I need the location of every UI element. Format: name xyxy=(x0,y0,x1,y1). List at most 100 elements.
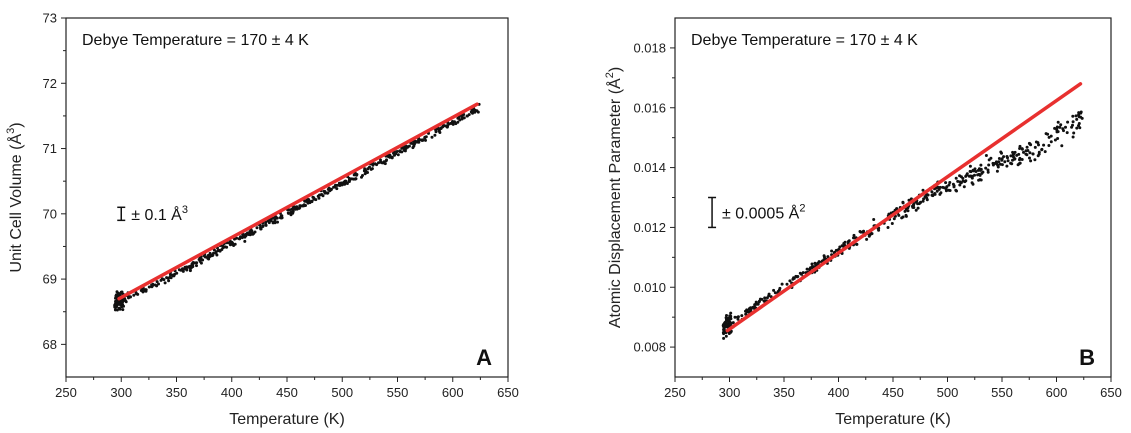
data-point xyxy=(264,223,268,227)
y-tick-label: 71 xyxy=(43,141,57,156)
data-point xyxy=(261,224,265,228)
data-point xyxy=(817,260,821,264)
y-axis-title: Unit Cell Volume (Å3) xyxy=(5,122,25,272)
y-tick-label: 70 xyxy=(43,206,57,221)
data-point xyxy=(1029,143,1033,147)
data-point xyxy=(1059,123,1063,127)
data-point xyxy=(326,191,330,195)
panel-letter: A xyxy=(476,345,492,370)
data-point xyxy=(954,176,958,180)
data-point xyxy=(944,181,948,185)
data-point xyxy=(1047,144,1051,147)
data-point xyxy=(754,302,758,306)
data-point xyxy=(912,206,916,209)
data-point xyxy=(984,154,988,157)
data-point xyxy=(922,197,926,201)
data-point xyxy=(958,183,962,187)
data-point xyxy=(1000,163,1004,167)
data-point xyxy=(1017,162,1021,166)
data-point xyxy=(901,200,905,204)
data-point xyxy=(964,174,968,178)
x-tick-label: 250 xyxy=(55,385,77,400)
data-point xyxy=(974,170,978,173)
data-point xyxy=(388,155,392,159)
data-point xyxy=(872,218,876,221)
data-point xyxy=(870,232,874,236)
error-bar-indicator xyxy=(708,196,717,229)
data-point xyxy=(1053,138,1057,142)
data-point xyxy=(398,149,402,153)
data-point xyxy=(1075,117,1079,121)
y-tick-label: 0.016 xyxy=(633,100,666,115)
data-point xyxy=(865,237,869,241)
data-point xyxy=(724,316,728,320)
data-point xyxy=(165,276,169,280)
data-point xyxy=(441,125,445,129)
x-tick-label: 400 xyxy=(828,385,850,400)
data-point xyxy=(1033,145,1037,149)
data-point xyxy=(810,266,814,270)
data-point xyxy=(393,153,396,157)
data-point xyxy=(968,164,972,168)
data-point xyxy=(235,236,239,240)
data-point xyxy=(317,193,321,197)
data-point xyxy=(276,220,279,224)
data-point xyxy=(956,179,960,183)
data-point xyxy=(772,288,776,292)
data-point xyxy=(415,140,419,144)
data-point xyxy=(986,170,990,174)
x-axis-title: Temperature (K) xyxy=(229,411,345,428)
data-point xyxy=(333,185,337,189)
data-point xyxy=(986,168,990,172)
data-point xyxy=(979,163,983,167)
data-point xyxy=(1018,158,1021,162)
y-axis-title: Atomic Displacement Parameter (Å2) xyxy=(604,67,624,328)
data-point xyxy=(1024,149,1028,153)
data-point xyxy=(395,150,399,153)
data-point xyxy=(1000,157,1004,161)
data-point xyxy=(995,169,999,173)
data-point xyxy=(996,163,1000,167)
data-point xyxy=(796,275,800,278)
data-point xyxy=(1056,120,1060,124)
data-point xyxy=(1037,143,1040,147)
data-point xyxy=(780,282,784,286)
data-point xyxy=(312,197,316,201)
data-point xyxy=(921,199,925,203)
data-point xyxy=(115,290,119,294)
data-point xyxy=(293,207,296,211)
data-point xyxy=(937,187,941,191)
data-point xyxy=(1028,151,1032,155)
data-point xyxy=(462,116,466,120)
data-point xyxy=(244,232,248,236)
x-tick-label: 300 xyxy=(719,385,741,400)
data-point xyxy=(931,194,935,198)
y-tick-label: 0.008 xyxy=(633,340,666,355)
data-point xyxy=(273,221,277,225)
data-point xyxy=(1071,135,1075,139)
y-tick-label: 0.014 xyxy=(633,160,666,175)
data-point xyxy=(124,300,128,304)
data-point xyxy=(830,249,834,253)
data-point xyxy=(745,310,749,313)
data-point xyxy=(404,147,408,150)
data-point xyxy=(785,282,789,286)
data-point xyxy=(918,201,922,205)
debye-annotation: Debye Temperature = 170 ± 4 K xyxy=(691,32,918,49)
data-point xyxy=(323,189,327,193)
data-point xyxy=(964,179,968,183)
data-point xyxy=(120,301,124,305)
data-point xyxy=(762,299,766,303)
data-point xyxy=(250,231,254,235)
data-point xyxy=(958,174,962,178)
data-point xyxy=(765,296,769,300)
x-tick-label: 500 xyxy=(937,385,959,400)
data-point xyxy=(355,173,359,176)
data-point xyxy=(243,239,247,243)
plot-frame xyxy=(65,17,509,378)
data-point xyxy=(423,136,427,140)
data-point xyxy=(978,173,982,177)
data-point xyxy=(1060,144,1064,148)
data-point xyxy=(242,233,246,237)
data-point xyxy=(886,226,890,229)
